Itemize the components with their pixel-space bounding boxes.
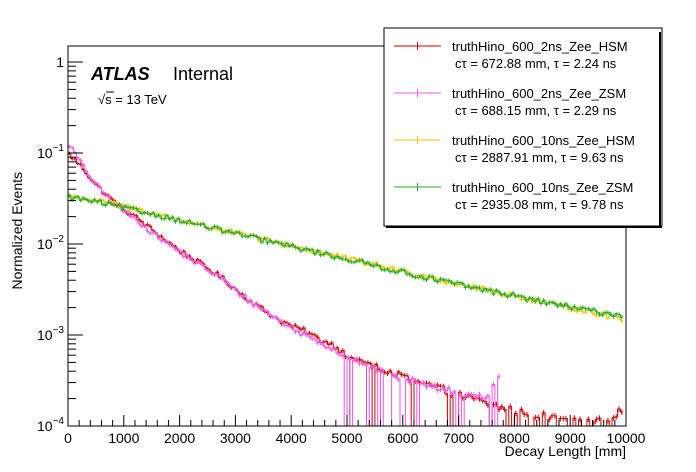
y-tick-label: 10−2: [37, 234, 64, 252]
x-tick-label: 10000: [607, 430, 646, 446]
y-tick-base: 10: [37, 418, 53, 434]
x-tick-label: 0: [64, 430, 72, 446]
x-tick-label: 9000: [555, 430, 586, 446]
legend-sublabel: cτ = 2935.08 mm, τ = 9.78 ns: [455, 197, 624, 212]
y-tick-exponent: −4: [53, 416, 65, 427]
x-tick-label: 2000: [164, 430, 195, 446]
legend-sublabel: cτ = 2887.91 mm, τ = 9.63 ns: [455, 150, 624, 165]
x-tick-label: 3000: [220, 430, 251, 446]
legend-label: truthHino_600_2ns_Zee_ZSM: [452, 86, 626, 101]
atlas-label: ATLAS: [90, 64, 150, 84]
y-tick-label: 1: [56, 54, 64, 70]
y-axis-title: Normalized Events: [9, 172, 25, 290]
y-tick-label: 10−3: [37, 325, 64, 343]
y-tick-base: 10: [37, 145, 53, 161]
legend-sublabel: cτ = 688.15 mm, τ = 2.29 ns: [455, 103, 617, 118]
x-tick-label: 5000: [331, 430, 362, 446]
series-truthHino_600_10ns_Zee_ZSM: [68, 193, 624, 320]
series-line: [68, 194, 624, 318]
y-tick-exponent: −1: [53, 143, 65, 154]
series-truthHino_600_2ns_Zee_ZSM: [68, 144, 501, 427]
y-tick-base: 10: [37, 327, 53, 343]
y-tick-label: 10−4: [37, 416, 64, 434]
x-tick-label: 1000: [108, 430, 139, 446]
series-layer: [68, 144, 624, 427]
energy-label: √s = 13 TeV: [98, 92, 167, 107]
atlas-status-label: Internal: [173, 64, 233, 84]
x-tick-label: 7000: [443, 430, 474, 446]
x-axis: 0 1000 2000 3000 4000 5000 6000 7000 8000 9000 100…: [64, 415, 646, 446]
y-tick-exponent: −2: [53, 234, 65, 245]
legend: truthHino_600_2ns_Zee_HSM cτ = 672.88 mm,…: [383, 27, 663, 228]
legend-label: truthHino_600_2ns_Zee_HSM: [452, 39, 628, 54]
x-tick-label: 8000: [499, 430, 530, 446]
x-axis-title: Decay Length [mm]: [505, 443, 626, 459]
y-axis: 10−410−310−210−11: [37, 54, 83, 434]
y-tick-exponent: −3: [53, 325, 65, 336]
legend-label: truthHino_600_10ns_Zee_HSM: [452, 133, 635, 148]
legend-label: truthHino_600_10ns_Zee_ZSM: [452, 180, 633, 195]
x-tick-label: 4000: [276, 430, 307, 446]
series-line: [68, 152, 624, 427]
y-tick-base: 10: [37, 236, 53, 252]
x-tick-label: 6000: [387, 430, 418, 446]
y-tick-label: 10−1: [37, 143, 64, 161]
legend-sublabel: cτ = 672.88 mm, τ = 2.24 ns: [455, 56, 617, 71]
series-line: [68, 146, 501, 427]
y-tick-base: 1: [56, 54, 64, 70]
